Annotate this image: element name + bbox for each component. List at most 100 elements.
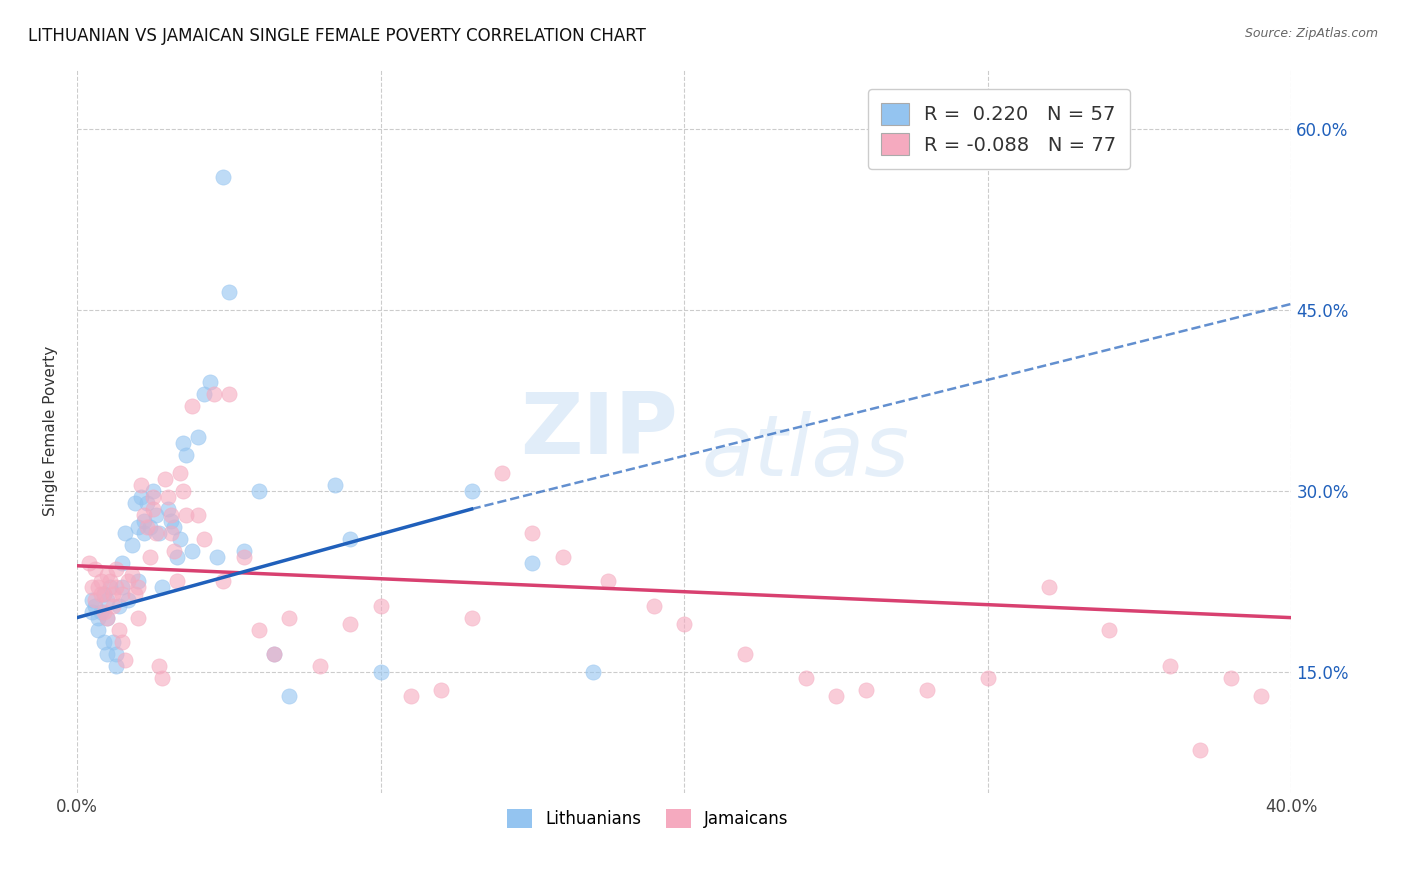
Point bbox=[108, 623, 131, 637]
Point bbox=[205, 550, 228, 565]
Point bbox=[522, 526, 544, 541]
Point bbox=[193, 532, 215, 546]
Point bbox=[96, 592, 118, 607]
Point bbox=[181, 400, 204, 414]
Point bbox=[460, 483, 482, 498]
Point bbox=[308, 659, 330, 673]
Point bbox=[174, 448, 197, 462]
Text: -0.088: -0.088 bbox=[943, 128, 1005, 147]
Point bbox=[80, 581, 103, 595]
Point bbox=[121, 568, 143, 582]
Point bbox=[1250, 689, 1272, 703]
Text: 0.220: 0.220 bbox=[943, 99, 998, 118]
Point bbox=[105, 581, 128, 595]
Point bbox=[96, 610, 118, 624]
Point bbox=[1038, 581, 1060, 595]
Point bbox=[734, 647, 756, 661]
Point bbox=[278, 610, 301, 624]
Point bbox=[156, 490, 179, 504]
Point bbox=[370, 665, 392, 679]
Point bbox=[148, 659, 170, 673]
Point bbox=[145, 526, 167, 541]
Point bbox=[127, 574, 149, 589]
Point bbox=[794, 671, 817, 685]
Point bbox=[135, 496, 157, 510]
Point bbox=[90, 586, 112, 600]
Point bbox=[172, 483, 194, 498]
Point bbox=[673, 616, 696, 631]
Point bbox=[160, 508, 183, 522]
Point bbox=[598, 574, 620, 589]
Point bbox=[111, 557, 134, 571]
Point bbox=[96, 568, 118, 582]
Point bbox=[80, 592, 103, 607]
Point bbox=[105, 562, 128, 576]
Point bbox=[96, 610, 118, 624]
Text: LITHUANIAN VS JAMAICAN SINGLE FEMALE POVERTY CORRELATION CHART: LITHUANIAN VS JAMAICAN SINGLE FEMALE POV… bbox=[28, 27, 645, 45]
Point bbox=[263, 647, 285, 661]
Point bbox=[84, 592, 107, 607]
Point bbox=[460, 610, 482, 624]
Point bbox=[132, 514, 155, 528]
Point bbox=[211, 574, 233, 589]
Point bbox=[339, 532, 361, 546]
Point bbox=[169, 532, 191, 546]
Point bbox=[135, 520, 157, 534]
Text: N =: N = bbox=[1000, 128, 1043, 147]
Point bbox=[150, 581, 173, 595]
Point bbox=[139, 550, 162, 565]
Point bbox=[77, 557, 100, 571]
Point bbox=[142, 483, 165, 498]
Point bbox=[148, 526, 170, 541]
Point bbox=[160, 526, 183, 541]
Point bbox=[93, 634, 115, 648]
Legend: Lithuanians, Jamaicans: Lithuanians, Jamaicans bbox=[501, 803, 796, 835]
Point bbox=[522, 557, 544, 571]
Point bbox=[132, 526, 155, 541]
Point bbox=[193, 387, 215, 401]
Point bbox=[98, 574, 121, 589]
Point bbox=[855, 683, 877, 698]
Point bbox=[169, 466, 191, 480]
Point bbox=[160, 514, 183, 528]
Point bbox=[93, 586, 115, 600]
Point bbox=[105, 647, 128, 661]
Point bbox=[127, 581, 149, 595]
Point bbox=[103, 634, 125, 648]
Point bbox=[247, 483, 270, 498]
Text: Source: ZipAtlas.com: Source: ZipAtlas.com bbox=[1244, 27, 1378, 40]
Point bbox=[117, 592, 139, 607]
Point bbox=[977, 671, 1000, 685]
Point bbox=[1159, 659, 1181, 673]
Point bbox=[84, 599, 107, 613]
Point bbox=[163, 520, 186, 534]
Point bbox=[218, 285, 240, 299]
Point bbox=[142, 502, 165, 516]
Point bbox=[80, 605, 103, 619]
Point bbox=[430, 683, 453, 698]
Point bbox=[643, 599, 665, 613]
Point bbox=[127, 520, 149, 534]
Point bbox=[145, 508, 167, 522]
Point bbox=[232, 544, 254, 558]
Point bbox=[399, 689, 422, 703]
Text: R =: R = bbox=[897, 99, 939, 118]
Point bbox=[1189, 743, 1212, 757]
Point bbox=[114, 653, 136, 667]
Point bbox=[1219, 671, 1241, 685]
Text: ZIP: ZIP bbox=[520, 389, 678, 472]
Point bbox=[263, 647, 285, 661]
Point bbox=[139, 520, 162, 534]
Text: 57: 57 bbox=[1040, 99, 1067, 118]
Point bbox=[96, 647, 118, 661]
Point bbox=[87, 623, 110, 637]
Point bbox=[370, 599, 392, 613]
Text: R =: R = bbox=[897, 128, 939, 147]
Point bbox=[90, 574, 112, 589]
Point bbox=[551, 550, 574, 565]
Point bbox=[142, 490, 165, 504]
Point bbox=[218, 387, 240, 401]
Point bbox=[124, 586, 146, 600]
Point bbox=[323, 478, 346, 492]
Point bbox=[93, 586, 115, 600]
